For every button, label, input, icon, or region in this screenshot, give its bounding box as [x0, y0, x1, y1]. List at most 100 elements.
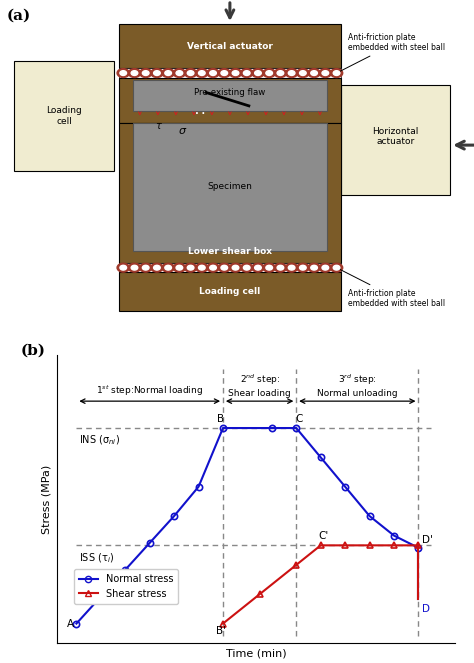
Circle shape — [196, 263, 208, 272]
Text: Loading
cell: Loading cell — [46, 106, 82, 126]
Bar — [118, 272, 341, 311]
Text: Pre-existing flaw: Pre-existing flaw — [194, 88, 265, 97]
Bar — [118, 78, 341, 123]
Y-axis label: Stress (MPa): Stress (MPa) — [41, 464, 51, 534]
Text: D: D — [422, 604, 430, 614]
Circle shape — [263, 69, 275, 78]
Circle shape — [184, 263, 197, 272]
Text: D': D' — [422, 535, 433, 546]
Circle shape — [162, 263, 174, 272]
Circle shape — [142, 71, 149, 76]
X-axis label: Time (min): Time (min) — [226, 648, 286, 658]
Text: 3$^{rd}$ step:
Normal unloading: 3$^{rd}$ step: Normal unloading — [317, 373, 398, 398]
Text: INS (σ$_{ni}$): INS (σ$_{ni}$) — [79, 434, 120, 448]
Text: Loading cell: Loading cell — [199, 287, 261, 296]
Text: (b): (b) — [21, 343, 46, 357]
Circle shape — [285, 263, 298, 272]
Circle shape — [229, 263, 242, 272]
Circle shape — [120, 71, 127, 76]
Text: A: A — [67, 619, 74, 629]
Circle shape — [173, 69, 185, 78]
Text: 1$^{st}$ step:Normal loading: 1$^{st}$ step:Normal loading — [96, 383, 203, 398]
Circle shape — [277, 71, 284, 76]
Circle shape — [154, 265, 160, 270]
Text: 2$^{nd}$ step:
Shear loading: 2$^{nd}$ step: Shear loading — [228, 373, 291, 398]
Text: Upper shear box: Upper shear box — [188, 105, 272, 115]
Circle shape — [210, 265, 216, 270]
Bar — [118, 24, 341, 68]
Circle shape — [311, 265, 318, 270]
Circle shape — [277, 265, 284, 270]
Circle shape — [252, 263, 264, 272]
Text: B: B — [217, 414, 224, 424]
Circle shape — [232, 265, 239, 270]
Circle shape — [176, 71, 182, 76]
Circle shape — [128, 69, 141, 78]
Circle shape — [154, 71, 160, 76]
Circle shape — [266, 71, 273, 76]
Circle shape — [232, 71, 239, 76]
Circle shape — [241, 263, 253, 272]
Bar — [118, 263, 341, 272]
Circle shape — [255, 265, 261, 270]
Circle shape — [229, 69, 242, 78]
Circle shape — [165, 265, 172, 270]
Text: C': C' — [318, 532, 328, 542]
Bar — [14, 62, 114, 170]
Circle shape — [308, 263, 320, 272]
Circle shape — [184, 69, 197, 78]
Circle shape — [288, 265, 295, 270]
Circle shape — [274, 263, 287, 272]
Circle shape — [131, 71, 138, 76]
Bar — [118, 123, 341, 263]
Circle shape — [117, 69, 129, 78]
Text: Vertical actuator: Vertical actuator — [187, 42, 273, 50]
Circle shape — [199, 71, 205, 76]
Circle shape — [173, 263, 185, 272]
Circle shape — [187, 71, 194, 76]
Circle shape — [285, 69, 298, 78]
Text: B': B' — [216, 626, 226, 636]
Circle shape — [131, 265, 138, 270]
Circle shape — [139, 69, 152, 78]
Text: ISS (τ$_i$): ISS (τ$_i$) — [79, 551, 114, 565]
Circle shape — [263, 263, 275, 272]
Circle shape — [162, 69, 174, 78]
Circle shape — [308, 69, 320, 78]
Circle shape — [207, 69, 219, 78]
Circle shape — [196, 69, 208, 78]
Circle shape — [274, 69, 287, 78]
Circle shape — [255, 71, 261, 76]
Text: $\sigma$: $\sigma$ — [178, 127, 187, 137]
Circle shape — [330, 69, 343, 78]
Circle shape — [176, 265, 182, 270]
Circle shape — [151, 263, 163, 272]
Legend: Normal stress, Shear stress: Normal stress, Shear stress — [73, 569, 178, 603]
Circle shape — [244, 71, 250, 76]
Circle shape — [252, 69, 264, 78]
Circle shape — [311, 71, 318, 76]
Circle shape — [322, 71, 328, 76]
Circle shape — [297, 69, 309, 78]
Text: C: C — [295, 414, 302, 424]
Text: Lower shear box: Lower shear box — [188, 247, 272, 256]
Bar — [133, 123, 327, 251]
Circle shape — [330, 263, 343, 272]
Circle shape — [218, 69, 230, 78]
Circle shape — [244, 265, 250, 270]
Circle shape — [300, 265, 306, 270]
Circle shape — [210, 71, 216, 76]
Circle shape — [120, 265, 127, 270]
Circle shape — [165, 71, 172, 76]
Circle shape — [288, 71, 295, 76]
Circle shape — [241, 69, 253, 78]
Circle shape — [187, 265, 194, 270]
Circle shape — [300, 71, 306, 76]
Circle shape — [218, 263, 230, 272]
Circle shape — [319, 69, 331, 78]
Circle shape — [151, 69, 163, 78]
Text: Specimen: Specimen — [208, 182, 252, 192]
Text: Horizontal
actuator: Horizontal actuator — [373, 127, 419, 147]
Circle shape — [128, 263, 141, 272]
Circle shape — [142, 265, 149, 270]
